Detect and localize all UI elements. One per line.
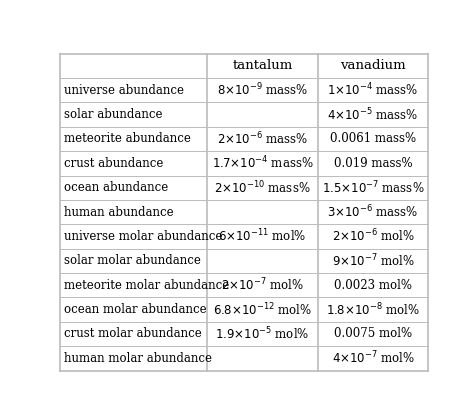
Text: $1.9{\times}10^{-5}$ mol%: $1.9{\times}10^{-5}$ mol% [215,326,309,342]
Text: 0.019 mass%: 0.019 mass% [334,157,412,170]
Text: human molar abundance: human molar abundance [64,352,212,365]
Text: $2{\times}10^{-7}$ mol%: $2{\times}10^{-7}$ mol% [221,277,304,294]
Text: $6{\times}10^{-11}$ mol%: $6{\times}10^{-11}$ mol% [218,228,307,245]
Text: $1{\times}10^{-4}$ mass%: $1{\times}10^{-4}$ mass% [327,82,419,99]
Text: meteorite abundance: meteorite abundance [64,132,191,145]
Text: $6.8{\times}10^{-12}$ mol%: $6.8{\times}10^{-12}$ mol% [213,301,312,318]
Text: meteorite molar abundance: meteorite molar abundance [64,279,229,292]
Text: ocean molar abundance: ocean molar abundance [64,303,207,316]
Text: $1.7{\times}10^{-4}$ mass%: $1.7{\times}10^{-4}$ mass% [211,155,313,172]
Text: solar abundance: solar abundance [64,108,162,121]
Text: $2{\times}10^{-6}$ mass%: $2{\times}10^{-6}$ mass% [217,131,308,147]
Text: universe molar abundance: universe molar abundance [64,230,222,243]
Text: tantalum: tantalum [232,59,293,72]
Text: solar molar abundance: solar molar abundance [64,255,201,268]
Text: vanadium: vanadium [340,59,406,72]
Text: $3{\times}10^{-6}$ mass%: $3{\times}10^{-6}$ mass% [327,204,419,220]
Text: $4{\times}10^{-7}$ mol%: $4{\times}10^{-7}$ mol% [331,350,415,367]
Text: $9{\times}10^{-7}$ mol%: $9{\times}10^{-7}$ mol% [331,252,415,269]
Text: $4{\times}10^{-5}$ mass%: $4{\times}10^{-5}$ mass% [327,106,419,123]
Text: 0.0061 mass%: 0.0061 mass% [330,132,416,145]
Text: universe abundance: universe abundance [64,84,184,97]
Text: $8{\times}10^{-9}$ mass%: $8{\times}10^{-9}$ mass% [217,82,308,99]
Text: $2{\times}10^{-6}$ mol%: $2{\times}10^{-6}$ mol% [331,228,415,245]
Text: crust abundance: crust abundance [64,157,163,170]
Text: $1.5{\times}10^{-7}$ mass%: $1.5{\times}10^{-7}$ mass% [322,179,424,196]
Text: human abundance: human abundance [64,206,174,218]
Text: $2{\times}10^{-10}$ mass%: $2{\times}10^{-10}$ mass% [214,179,311,196]
Text: crust molar abundance: crust molar abundance [64,328,202,341]
Text: 0.0075 mol%: 0.0075 mol% [334,328,412,341]
Text: 0.0023 mol%: 0.0023 mol% [334,279,412,292]
Text: $1.8{\times}10^{-8}$ mol%: $1.8{\times}10^{-8}$ mol% [326,301,420,318]
Text: ocean abundance: ocean abundance [64,181,168,194]
